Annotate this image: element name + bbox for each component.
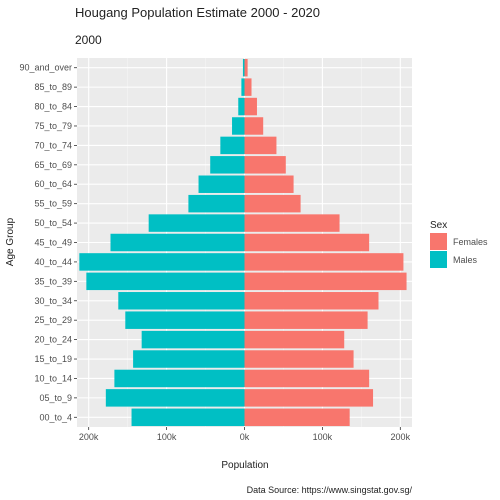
bar-males-50_to_54	[148, 214, 245, 232]
y-tick-label: 90_and_over	[19, 63, 72, 73]
bar-males-10_to_14	[114, 369, 245, 388]
bar-females-40_to_44	[244, 253, 404, 271]
bar-males-70_to_74	[220, 136, 245, 155]
bar-females-65_to_69	[244, 156, 286, 174]
bar-females-75_to_79	[244, 117, 264, 135]
x-tick-label: 100k	[157, 432, 177, 442]
x-axis-ticks: 200k 100k 0k 100k 200k	[79, 427, 411, 442]
bar-males-65_to_69	[210, 156, 245, 174]
bar-females-05_to_9	[244, 389, 374, 407]
bar-males-90_and_over	[242, 58, 245, 77]
bar-females-20_to_24	[244, 330, 345, 349]
bar-females-70_to_74	[244, 136, 277, 155]
y-tick-label: 15_to_19	[34, 354, 72, 364]
y-tick-label: 10_to_14	[34, 373, 72, 383]
y-tick-label: 75_to_79	[34, 121, 72, 131]
bar-males-20_to_24	[141, 330, 245, 349]
y-tick-label: 80_to_84	[34, 102, 72, 112]
legend-label-females: Females	[453, 237, 488, 247]
x-axis-title: Population	[221, 460, 268, 471]
x-tick-label: 0k	[240, 432, 250, 442]
bar-females-00_to_4	[244, 408, 350, 427]
y-tick-label: 70_to_74	[34, 140, 72, 150]
bar-males-75_to_79	[232, 117, 245, 135]
y-tick-label: 65_to_69	[34, 160, 72, 170]
bar-males-05_to_9	[105, 389, 245, 407]
y-tick-label: 30_to_34	[34, 296, 72, 306]
bar-females-10_to_14	[244, 369, 370, 388]
y-tick-label: 20_to_24	[34, 335, 72, 345]
y-axis-ticks: 00_to_4 05_to_9 10_to_14 15_to_19 20_to_24 25…	[19, 63, 77, 422]
bars	[79, 58, 407, 427]
bar-females-30_to_34	[244, 292, 379, 310]
y-tick-label: 50_to_54	[34, 218, 72, 228]
y-tick-label: 35_to_39	[34, 276, 72, 286]
bar-males-55_to_59	[188, 194, 245, 213]
y-tick-label: 05_to_9	[39, 393, 72, 403]
y-tick-label: 40_to_44	[34, 257, 72, 267]
bar-females-60_to_64	[244, 175, 294, 193]
x-tick-label: 200k	[391, 432, 411, 442]
y-tick-label: 45_to_49	[34, 238, 72, 248]
legend-title: Sex	[430, 220, 447, 231]
data-source-caption: Data Source: https://www.singstat.gov.sg…	[247, 485, 413, 495]
bar-males-00_to_4	[131, 408, 245, 427]
y-tick-label: 25_to_29	[34, 315, 72, 325]
chart-title: Hougang Population Estimate 2000 - 2020	[75, 5, 320, 20]
legend-key-males	[430, 251, 447, 268]
bar-females-55_to_59	[244, 194, 301, 213]
bar-males-25_to_29	[125, 311, 245, 329]
bar-females-90_and_over	[244, 58, 248, 77]
x-tick-label: 200k	[79, 432, 99, 442]
bar-males-35_to_39	[86, 272, 245, 291]
bar-females-85_to_89	[244, 78, 252, 96]
x-tick-label: 100k	[313, 432, 333, 442]
y-tick-label: 85_to_89	[34, 82, 72, 92]
y-tick-label: 60_to_64	[34, 179, 72, 189]
bar-females-15_to_19	[244, 350, 354, 368]
y-tick-label: 55_to_59	[34, 199, 72, 209]
bar-males-80_to_84	[238, 97, 245, 116]
bar-females-25_to_29	[244, 311, 368, 329]
y-tick-label: 00_to_4	[39, 412, 72, 422]
legend-key-females	[430, 233, 447, 250]
bar-females-45_to_49	[244, 233, 370, 252]
bar-females-80_to_84	[244, 97, 257, 116]
bar-males-45_to_49	[110, 233, 245, 252]
y-axis-title: Age Group	[5, 217, 16, 266]
chart-subtitle: 2000	[75, 33, 102, 47]
bar-females-35_to_39	[244, 272, 407, 291]
bar-males-85_to_89	[241, 78, 245, 96]
bar-females-50_to_54	[244, 214, 340, 232]
bar-males-40_to_44	[79, 253, 245, 271]
bar-males-30_to_34	[118, 292, 245, 310]
legend: Sex Females Males	[430, 220, 488, 268]
legend-label-males: Males	[453, 255, 478, 265]
bar-males-15_to_19	[133, 350, 245, 368]
bar-males-60_to_64	[198, 175, 245, 193]
